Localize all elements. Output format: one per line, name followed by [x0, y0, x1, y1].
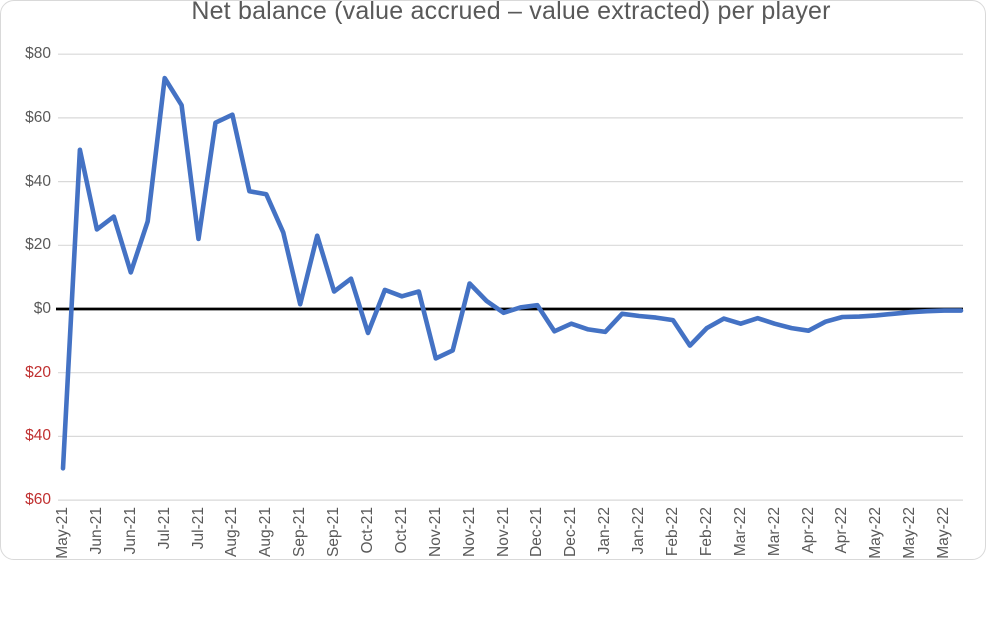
y-tick-label: $40: [25, 427, 51, 445]
x-tick-label: Jan-22: [630, 507, 648, 555]
x-tick-label: Feb-22: [663, 507, 681, 557]
x-tick-label: Nov-21: [494, 507, 512, 557]
x-tick-label: Mar-22: [765, 507, 783, 557]
x-tick-label: Feb-22: [697, 507, 715, 557]
y-tick-label: $40: [25, 172, 51, 190]
x-tick-label: Nov-21: [460, 507, 478, 557]
x-tick-label: Jan-22: [596, 507, 614, 555]
x-tick-label: Dec-21: [562, 507, 580, 557]
x-tick-label: Apr-22: [799, 507, 817, 554]
x-tick-label: Aug-21: [223, 507, 241, 557]
y-tick-label: $80: [25, 45, 51, 63]
x-tick-label: Sep-21: [291, 507, 309, 557]
x-tick-label: Jun-21: [87, 507, 105, 555]
y-tick-label: $0: [33, 300, 51, 317]
x-tick-label: Oct-21: [392, 507, 410, 554]
net-balance-line: [60, 75, 964, 471]
x-tick-label: Apr-22: [833, 507, 851, 554]
chart-title: Net balance (value accrued – value extra…: [191, 0, 831, 25]
chart-frame: Net balance (value accrued – value extra…: [0, 0, 986, 560]
plot-area: [56, 53, 964, 501]
x-tick-label: Sep-21: [325, 507, 343, 557]
y-tick-label: $20: [25, 363, 51, 381]
x-tick-label: Jun-21: [121, 507, 139, 555]
x-tick-label: Jul-21: [189, 507, 207, 550]
y-tick-label: $20: [25, 236, 51, 254]
x-tick-label: Aug-21: [257, 507, 275, 557]
x-tick-label: May-22: [901, 507, 919, 559]
x-tick-label: Jul-21: [155, 507, 173, 550]
x-tick-label: May-21: [54, 507, 71, 559]
y-tick-label: $60: [25, 108, 51, 126]
x-tick-label: Nov-21: [426, 507, 444, 557]
x-tick-label: Oct-21: [358, 507, 376, 554]
y-tick-label: $60: [25, 491, 51, 509]
x-tick-label: Mar-22: [731, 507, 749, 557]
x-tick-label: Dec-21: [528, 507, 546, 557]
x-tick-label: May-22: [867, 507, 885, 559]
x-tick-label: May-22: [935, 507, 953, 559]
